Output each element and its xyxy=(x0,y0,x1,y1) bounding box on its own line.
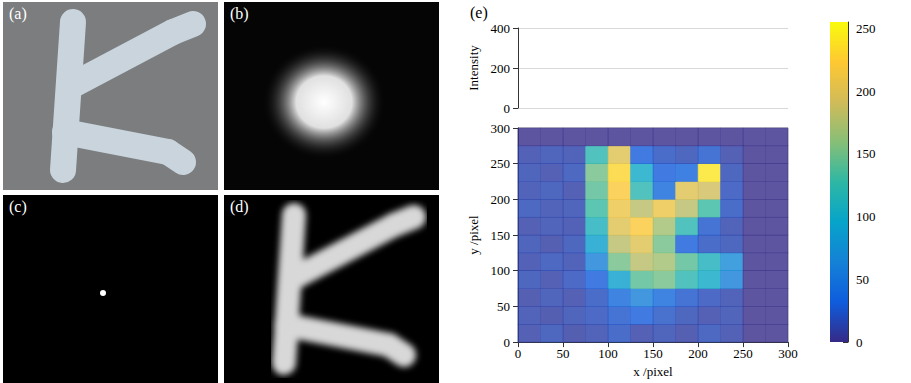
svg-text:100: 100 xyxy=(856,209,876,224)
svg-text:200: 200 xyxy=(688,346,708,361)
svg-text:0: 0 xyxy=(504,101,511,116)
svg-text:0: 0 xyxy=(515,346,522,361)
svg-text:50: 50 xyxy=(557,346,570,361)
svg-text:y /pixel: y /pixel xyxy=(466,215,481,255)
svg-text:200: 200 xyxy=(856,84,876,99)
html-text:(a): (a) xyxy=(9,5,27,22)
html-text:(e): (e) xyxy=(470,4,488,21)
svg-text:400: 400 xyxy=(491,21,511,36)
svg-text:150: 150 xyxy=(643,346,663,361)
svg-text:150: 150 xyxy=(491,228,511,243)
svg-text:200: 200 xyxy=(491,192,511,207)
svg-text:50: 50 xyxy=(856,272,869,287)
html-text:(b): (b) xyxy=(230,5,249,22)
svg-text:200: 200 xyxy=(491,61,511,76)
html-text:(c): (c) xyxy=(9,198,27,215)
svg-text:250: 250 xyxy=(856,21,876,36)
svg-text:Intensity: Intensity xyxy=(466,45,481,91)
svg-text:100: 100 xyxy=(491,263,511,278)
svg-text:300: 300 xyxy=(491,121,511,136)
svg-text:50: 50 xyxy=(497,299,510,314)
svg-text:250: 250 xyxy=(733,346,753,361)
svg-text:0: 0 xyxy=(504,335,511,350)
html-text:(d): (d) xyxy=(230,198,249,215)
svg-text:100: 100 xyxy=(598,346,618,361)
svg-text:250: 250 xyxy=(491,156,511,171)
svg-text:150: 150 xyxy=(856,146,876,161)
svg-text:0: 0 xyxy=(856,335,863,350)
svg-text:x /pixel: x /pixel xyxy=(633,364,673,379)
svg-text:300: 300 xyxy=(778,346,798,361)
